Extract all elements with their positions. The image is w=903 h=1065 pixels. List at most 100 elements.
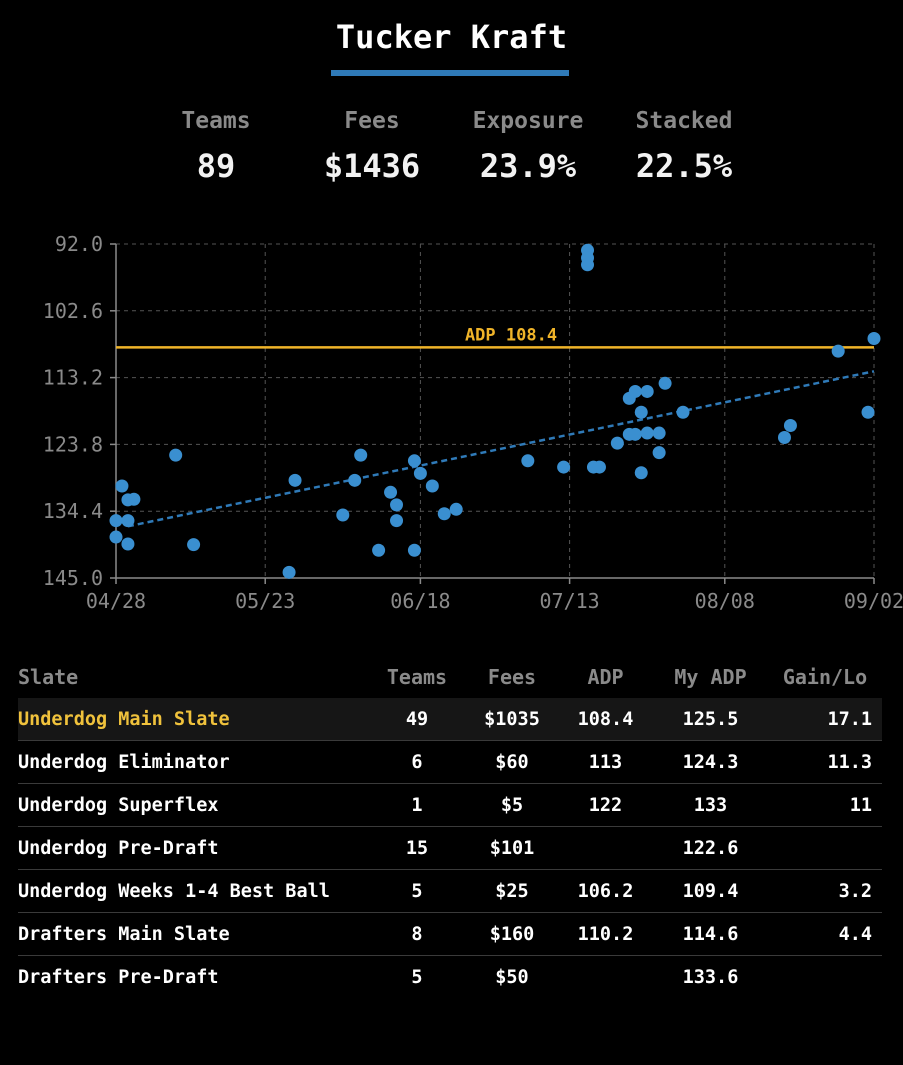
header-adp[interactable]: ADP: [587, 665, 624, 689]
table-header-row: Slate Teams Fees ADP My ADP Gain/Lo: [18, 656, 882, 698]
data-point: [634, 466, 648, 480]
stat-value: 23.9%: [479, 147, 577, 185]
data-point: [652, 426, 666, 440]
cell-fees: $5: [466, 783, 558, 827]
x-tick-label: 04/28: [86, 589, 146, 613]
data-point: [384, 485, 398, 499]
header-fees[interactable]: Fees: [487, 665, 537, 689]
cell-adp: 113: [558, 740, 653, 784]
header-gain-loss[interactable]: Gain/Lo: [782, 665, 868, 689]
data-point: [437, 507, 451, 521]
data-point: [109, 530, 123, 544]
cell-slate: Underdog Main Slate: [18, 698, 368, 741]
y-tick-label: 145.0: [43, 566, 103, 590]
data-point: [288, 473, 302, 487]
x-tick-label: 05/23: [235, 589, 295, 613]
table-row[interactable]: Drafters Main Slate 8 $160 110.2 114.6 4…: [18, 912, 882, 956]
table-row[interactable]: Underdog Weeks 1-4 Best Ball 5 $25 106.2…: [18, 869, 882, 913]
cell-fees: $50: [495, 966, 529, 988]
x-tick-label: 06/18: [390, 589, 450, 613]
data-point: [121, 514, 135, 528]
data-point: [658, 376, 672, 390]
cell-my-adp: 133.6: [682, 966, 739, 988]
cell-gain-loss: 17.1: [768, 698, 882, 741]
cell-slate: Underdog Eliminator: [18, 740, 368, 784]
cell-my-adp: 133: [653, 783, 768, 827]
cell-my-adp: 125.5: [653, 698, 768, 741]
data-point: [115, 479, 129, 493]
data-point: [592, 460, 606, 474]
stat-value: 22.5%: [635, 147, 733, 185]
data-point: [676, 405, 690, 419]
data-point: [449, 502, 463, 516]
header-slate[interactable]: Slate: [18, 665, 79, 689]
table-row[interactable]: Drafters Pre-Draft 5 $50 133.6: [18, 956, 882, 999]
cell-gain-loss: 11: [768, 783, 882, 827]
cell-slate: Drafters Pre-Draft: [18, 966, 219, 988]
page-title: Tucker Kraft: [335, 18, 568, 56]
data-point: [640, 384, 654, 398]
data-point: [628, 427, 642, 441]
adp-reference-label: ADP 108.4: [465, 325, 557, 345]
cell-teams: 1: [368, 783, 466, 827]
data-point: [390, 498, 404, 512]
cell-slate: Underdog Pre-Draft: [18, 826, 368, 870]
table-row[interactable]: Underdog Main Slate 49 $1035 108.4 125.5…: [18, 698, 882, 741]
stat-exposure: Exposure 23.9%: [448, 106, 608, 184]
stat-teams: Teams 89: [136, 106, 296, 184]
cell-slate: Drafters Main Slate: [18, 912, 368, 956]
cell-teams: 15: [368, 826, 466, 870]
stat-label: Stacked: [635, 108, 733, 134]
data-point: [425, 479, 439, 493]
data-point: [628, 384, 642, 398]
cell-my-adp: 122.6: [653, 826, 768, 870]
cell-teams: 49: [368, 698, 466, 741]
trend-line: [127, 370, 875, 528]
data-point: [169, 448, 183, 462]
cell-adp: [558, 826, 653, 870]
data-point: [581, 258, 595, 272]
table-row[interactable]: Underdog Eliminator 6 $60 113 124.3 11.3: [18, 740, 882, 784]
cell-adp: 106.2: [558, 869, 653, 913]
table-row[interactable]: Underdog Pre-Draft 15 $101 122.6: [18, 826, 882, 870]
data-point: [777, 430, 791, 444]
cell-slate: Underdog Weeks 1-4 Best Ball: [18, 869, 368, 913]
stat-fees: Fees $1436: [292, 106, 452, 184]
data-point: [831, 344, 845, 358]
cell-my-adp: 114.6: [653, 912, 768, 956]
cell-my-adp: 124.3: [653, 740, 768, 784]
cell-adp: [558, 956, 653, 999]
stat-value: 89: [196, 147, 236, 185]
data-point: [867, 332, 881, 346]
data-point: [127, 492, 141, 506]
title-underline: [331, 70, 569, 76]
adp-scatter-chart: 92.0 102.6 113.2 123.8 134.4 145.004/28 05/23 0…: [43, 232, 903, 613]
cell-gain-loss: [768, 956, 882, 999]
cell-teams: 6: [368, 740, 466, 784]
table-row[interactable]: Underdog Superflex 1 $5 122 133 11: [18, 783, 882, 827]
stat-label: Teams: [181, 108, 251, 134]
data-point: [521, 454, 535, 468]
y-tick-label: 102.6: [43, 299, 103, 323]
data-point: [610, 436, 624, 450]
cell-teams: 5: [368, 869, 466, 913]
data-point: [640, 426, 654, 440]
header-teams[interactable]: Teams: [386, 665, 448, 689]
cell-adp: 122: [558, 783, 653, 827]
cell-teams: 8: [368, 912, 466, 956]
cell-gain-loss: 11.3: [768, 740, 882, 784]
data-point: [390, 514, 404, 528]
y-tick-label: 123.8: [43, 432, 103, 456]
cell-fees: $1035: [466, 698, 558, 741]
data-point: [407, 543, 421, 557]
header-my-adp[interactable]: My ADP: [674, 665, 747, 689]
x-tick-label: 09/02: [844, 589, 903, 613]
cell-slate: Underdog Superflex: [18, 783, 368, 827]
stat-value: $1436: [323, 147, 421, 185]
data-point: [109, 514, 123, 528]
data-point: [348, 473, 362, 487]
cell-adp: 108.4: [558, 698, 653, 741]
data-point: [187, 538, 201, 552]
stat-label: Exposure: [472, 108, 584, 134]
cell-my-adp: 109.4: [653, 869, 768, 913]
